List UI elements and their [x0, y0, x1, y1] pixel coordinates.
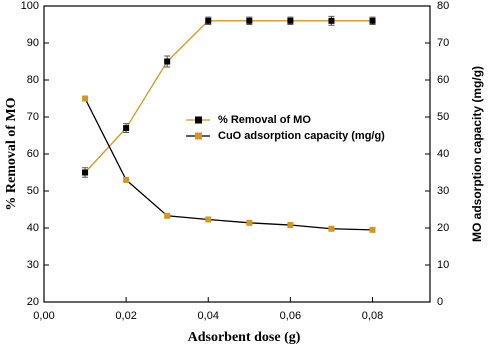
y-tick-label: 90: [27, 37, 39, 49]
y-tick-label: 100: [21, 0, 39, 12]
marker: [123, 176, 130, 183]
marker: [164, 212, 171, 219]
marker: [328, 225, 335, 232]
y-tick-label: 20: [27, 296, 39, 308]
x-tick-label: 0,00: [33, 310, 54, 322]
x-axis-title: Adsorbent dose (g): [188, 330, 301, 345]
marker: [246, 219, 253, 226]
marker: [82, 95, 89, 102]
marker: [246, 17, 253, 24]
marker: [205, 17, 212, 24]
y2-axis-title: MO adsorption capacity (mg/g): [470, 66, 484, 242]
marker: [82, 169, 89, 176]
y-tick-label: 40: [27, 222, 39, 234]
marker: [123, 125, 130, 132]
marker: [164, 58, 171, 65]
y2-tick-label: 80: [437, 0, 449, 12]
x-tick-label: 0,04: [198, 310, 219, 322]
x-tick-label: 0,06: [280, 310, 301, 322]
y2-tick-label: 20: [437, 222, 449, 234]
series-line: [84, 98, 373, 231]
y2-tick-label: 30: [437, 185, 449, 197]
marker: [369, 17, 376, 24]
marker: [328, 17, 335, 24]
legend-marker: [195, 116, 202, 124]
y2-tick-label: 10: [437, 259, 449, 271]
marker: [287, 17, 294, 24]
y2-tick-label: 0: [437, 296, 443, 308]
legend-marker: [195, 132, 202, 140]
y2-tick-label: 40: [437, 148, 449, 160]
marker: [205, 216, 212, 223]
y-tick-label: 30: [27, 259, 39, 271]
legend-label: % Removal of MO: [218, 114, 311, 126]
legend-label: CuO adsorption capacity (mg/g): [218, 130, 385, 142]
y-tick-label: 60: [27, 148, 39, 160]
marker: [369, 226, 376, 233]
x-tick-label: 0,02: [115, 310, 136, 322]
y2-tick-label: 60: [437, 74, 449, 86]
y-axis-title: % Removal of MO: [4, 97, 19, 210]
y-tick-label: 80: [27, 74, 39, 86]
y2-tick-label: 70: [437, 37, 449, 49]
y-tick-label: 70: [27, 111, 39, 123]
y-tick-label: 50: [27, 185, 39, 197]
marker: [287, 222, 294, 229]
x-tick-label: 0,08: [362, 310, 383, 322]
series-line: [84, 20, 373, 173]
y2-tick-label: 50: [437, 111, 449, 123]
